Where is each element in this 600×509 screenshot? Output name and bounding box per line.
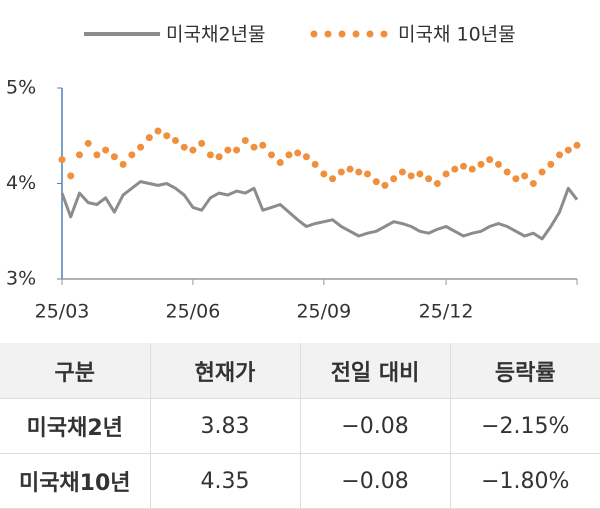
header-cell: 구분: [0, 343, 151, 399]
data-dot: [556, 151, 564, 159]
data-dot: [58, 156, 66, 164]
data-dot: [337, 168, 345, 176]
data-dot: [521, 172, 529, 180]
legend-dot: [366, 30, 374, 38]
x-tick-label: 25/09: [296, 301, 351, 323]
table-cell: −0.08: [300, 398, 451, 454]
table-cell: 미국채2년: [0, 398, 151, 454]
data-dot: [538, 168, 546, 176]
data-dot: [529, 180, 537, 187]
data-dot: [75, 151, 83, 159]
table-cell: −1.80%: [450, 453, 600, 509]
data-dot: [250, 143, 258, 151]
data-dot: [189, 146, 197, 154]
data-dot: [460, 162, 468, 170]
x-tick-label: 25/06: [166, 301, 221, 323]
data-dot: [477, 160, 485, 168]
data-dot: [381, 181, 389, 189]
data-dot: [398, 168, 406, 176]
data-dot: [110, 153, 118, 161]
table-row: 미국채10년 4.35 −0.08 −1.80%: [0, 453, 600, 509]
data-dot: [486, 156, 494, 164]
y-tick-label: 3%: [6, 268, 36, 290]
data-dot: [206, 151, 214, 159]
data-dot: [390, 175, 398, 183]
header-row: 구분 현재가 전일 대비 등락률: [0, 343, 600, 399]
x-tick-label: 25/12: [419, 301, 474, 323]
data-dot: [355, 168, 363, 176]
data-dot: [145, 134, 153, 142]
data-dot: [425, 175, 433, 183]
legend-dot: [380, 30, 388, 38]
header-cell: 전일 대비: [300, 343, 451, 399]
table-row: 미국채2년 3.83 −0.08 −2.15%: [0, 398, 600, 454]
data-dot: [128, 151, 136, 159]
table-cell: −0.08: [300, 453, 451, 509]
legend-label: 미국채2년물: [166, 24, 266, 46]
data-dot: [294, 149, 302, 157]
data-dot: [302, 153, 310, 161]
data-dot: [67, 172, 75, 180]
data-dot: [329, 175, 337, 183]
data-dot: [259, 141, 267, 149]
data-dot: [233, 146, 241, 154]
header-cell: 현재가: [150, 343, 301, 399]
data-dot: [416, 170, 424, 178]
legend-dot: [352, 30, 360, 38]
table: 구분 현재가 전일 대비 등락률 미국채2년 3.83 −0.08 −2.15% 미국채10년…: [0, 343, 600, 509]
data-dot: [215, 153, 223, 161]
legend-dot: [310, 30, 318, 38]
data-dot: [451, 165, 459, 173]
data-line: [60, 180, 579, 241]
data-dot: [171, 137, 179, 145]
legend-dots: [310, 30, 388, 38]
data-dot: [364, 170, 372, 178]
table-cell: 미국채10년: [0, 453, 151, 509]
data-dot: [372, 178, 380, 186]
data-dot: [494, 160, 502, 168]
data-dot: [84, 139, 92, 147]
legend-dot: [338, 30, 346, 38]
data-dot: [320, 170, 328, 178]
y-tick-label: 4%: [6, 172, 36, 194]
y-tick-label: 5%: [6, 77, 36, 99]
data-dot: [180, 143, 188, 151]
data-dot: [512, 175, 520, 183]
data-dot: [442, 170, 450, 178]
data-dot: [276, 158, 284, 166]
table-cell: 4.35: [150, 453, 301, 509]
data-dot: [285, 151, 293, 159]
data-dot: [468, 165, 476, 173]
table-cell: −2.15%: [450, 398, 600, 454]
data-dot: [407, 172, 415, 180]
data-dot: [224, 146, 232, 154]
data-dot: [93, 151, 101, 159]
data-dot: [433, 180, 441, 187]
header-cell: 등락률: [450, 343, 600, 399]
data-dot: [573, 141, 581, 149]
data-dot: [137, 143, 145, 151]
data-dot: [119, 160, 127, 168]
x-tick-label: 25/03: [35, 301, 90, 323]
data-dot: [154, 127, 162, 135]
data-dot: [311, 160, 319, 168]
chart: 미국채2년물 미국채 10년물 3% 4% 5% 25/03 25/06 25/09 25/…: [6, 24, 581, 323]
data-dot: [267, 151, 275, 159]
data-dot: [503, 168, 511, 176]
table-body: 미국채2년 3.83 −0.08 −2.15% 미국채10년 4.35 −0.08 −1.80…: [0, 398, 600, 509]
table-cell: 3.83: [150, 398, 301, 454]
legend-dot: [324, 30, 332, 38]
legend-label: 미국채 10년물: [398, 24, 516, 46]
data-dot: [102, 146, 110, 154]
data-dot: [346, 165, 354, 173]
data-dot: [241, 137, 249, 145]
data-dot: [163, 132, 171, 140]
data-dot: [564, 146, 572, 154]
data-dot: [547, 160, 555, 168]
data-dot: [198, 139, 206, 147]
